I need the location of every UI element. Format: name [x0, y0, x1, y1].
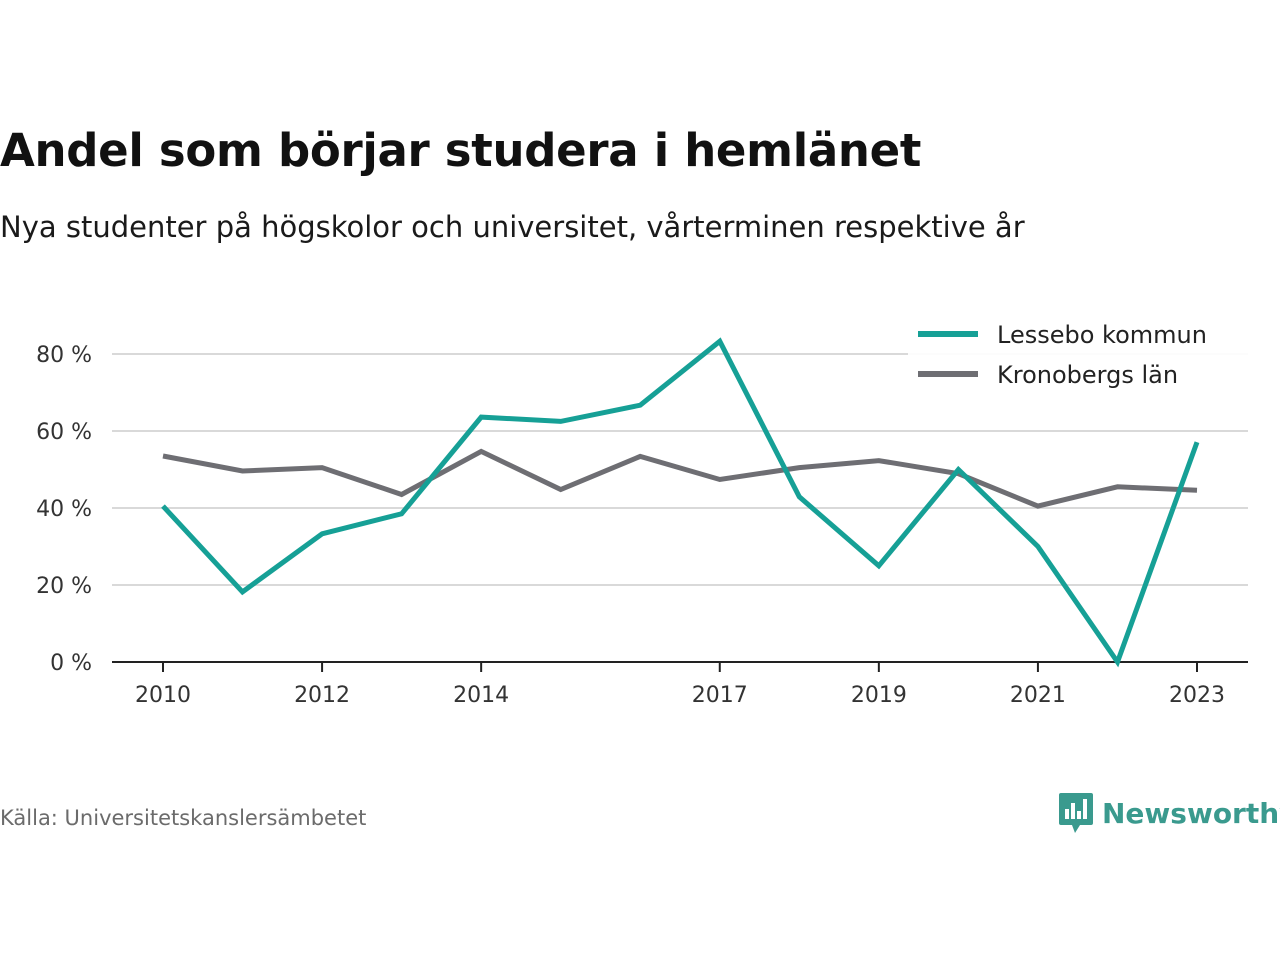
y-axis-ticks: 0 % 20 % 40 % 60 % 80 % [36, 343, 92, 676]
x-tick-label-2017: 2017 [692, 683, 748, 708]
legend-label-lessebo-kommun: Lessebo kommun [997, 321, 1207, 349]
chart-title: Andel som börjar studera i hemlänet [0, 124, 922, 177]
brand-name: Newsworthy [1102, 796, 1280, 830]
series-line-kronobergs-l-n [162, 448, 1198, 509]
source-note: Källa: Universitetskanslersämbetet [0, 806, 367, 830]
y-tick-label-20: 20 % [36, 574, 92, 599]
x-tick-label-2014: 2014 [453, 683, 509, 708]
y-tick-label-80: 80 % [36, 343, 92, 368]
legend-background [908, 312, 1248, 400]
x-tick-label-2010: 2010 [135, 683, 191, 708]
chart-subtitle: Nya studenter på högskolor och universit… [0, 210, 1025, 244]
x-axis: 2010 2012 2014 2017 2019 2021 2023 [112, 661, 1248, 708]
x-tick-label-2023: 2023 [1169, 683, 1225, 708]
newsworthy-logo-icon [1059, 793, 1093, 833]
y-tick-label-0: 0 % [50, 651, 92, 676]
x-tick-label-2021: 2021 [1010, 683, 1066, 708]
legend: Lessebo kommun Kronobergs län [908, 312, 1248, 400]
series-lines [161, 337, 1200, 668]
brand-logo: Newsworthy [1058, 790, 1280, 836]
legend-label-kronobergs-l-n: Kronobergs län [997, 361, 1178, 389]
y-tick-label-40: 40 % [36, 497, 92, 522]
x-tick-label-2012: 2012 [294, 683, 350, 708]
x-tick-label-2019: 2019 [851, 683, 907, 708]
series-line-lessebo-kommun [161, 337, 1200, 668]
y-tick-label-60: 60 % [36, 420, 92, 445]
line-chart: 0 % 20 % 40 % 60 % 80 % 2010 2012 2014 2017 2019… [36, 312, 1248, 708]
